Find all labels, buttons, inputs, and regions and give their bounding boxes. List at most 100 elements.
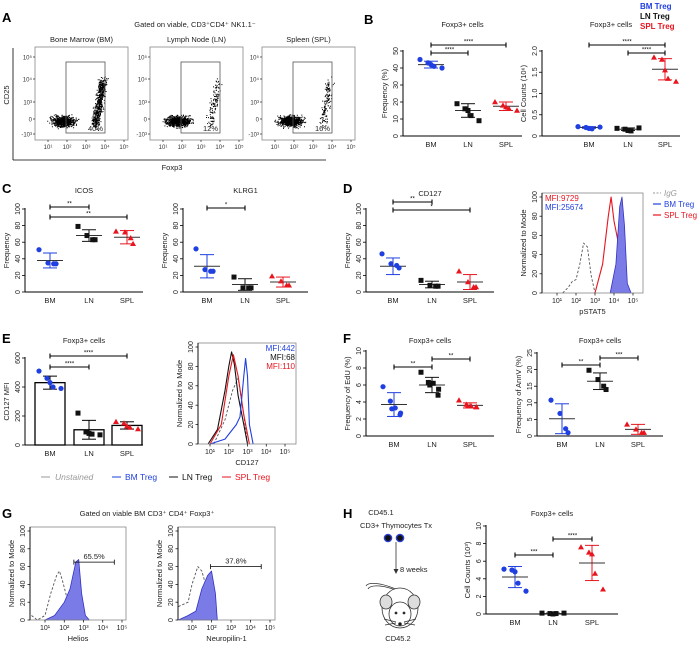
significance-label: * <box>430 205 433 211</box>
x-tick-label: 10⁴ <box>609 298 620 305</box>
y-tick-label: 10⁵ <box>250 55 260 62</box>
data-point-square <box>425 379 431 385</box>
y-tick-label: 10⁵ <box>23 55 33 62</box>
legend-d: IgG BM Treg SPL Treg <box>653 189 697 220</box>
panel-a-header: Gated on viable, CD3⁺CD4⁺ NK1.1⁻ <box>134 20 256 29</box>
mfi-label: MFI:110 <box>266 362 295 371</box>
data-point-square <box>476 118 482 124</box>
legend-e-bm: BM Treg <box>125 472 157 482</box>
legend-b: BM Treg LN Treg SPL Treg <box>640 2 675 31</box>
y-tick-label: 10 <box>356 347 363 355</box>
histogram-e2: 0 20 40 60 80 100 Normalized to Mode 10¹ 10² 10³ 1… <box>175 341 297 467</box>
data-point-square <box>231 274 237 280</box>
gate-rectangle <box>65 61 106 134</box>
y-tick-label: 25 <box>527 349 534 357</box>
x-tick-label: LN <box>623 140 633 149</box>
data-point-circle <box>36 368 42 374</box>
data-point-circle <box>523 588 529 594</box>
histogram-curve-spl-treg <box>209 354 250 445</box>
chart-f2: Foxp3+ cells Frequency of AnnV (%) 0 5 10 15 2… <box>514 336 663 449</box>
chart-title: Foxp3+ cells <box>63 336 106 345</box>
histogram-d2: 0 20 40 60 80 100 Normalized to Mode 10¹ 10² 10³ 1… <box>519 191 644 316</box>
data-point-square <box>625 127 631 133</box>
data-point-square <box>586 367 592 373</box>
legend-e-ln: LN Treg <box>182 472 213 482</box>
data-point-circle <box>388 261 394 267</box>
data-point-circle <box>380 384 386 390</box>
data-point-circle <box>501 566 507 572</box>
panel-a-ylabel: CD25 <box>2 85 11 104</box>
y-tick-label: 10 <box>393 115 400 123</box>
legend-e-unstained: Unstained <box>55 472 94 482</box>
chart-b2: Foxp3+ cells Cell Counts (10⁶) 0 0.5 1.0 1.5 2… <box>519 20 680 149</box>
x-axis-label: pSTAT5 <box>579 307 605 316</box>
chart-title: ICOS <box>75 186 93 195</box>
mfi-label: MFI:25674 <box>545 203 584 212</box>
data-point-circle <box>392 405 398 411</box>
mfi-label: MFI:442 <box>266 344 296 353</box>
y-tick-label: 40 <box>393 64 400 72</box>
x-axis-label: CD127 <box>235 458 258 467</box>
data-point-triangle <box>651 54 657 60</box>
cell-icon <box>383 533 393 543</box>
data-point-circle <box>563 426 569 432</box>
y-tick-label: 0 <box>15 290 22 294</box>
significance-label: *** <box>530 550 538 556</box>
data-point-square <box>436 386 442 392</box>
flow-plot-title: Bone Marrow (BM) <box>50 35 113 44</box>
data-point-square <box>539 610 545 616</box>
y-tick-label: 20 <box>168 598 175 606</box>
data-point-triangle <box>503 104 509 110</box>
data-point-triangle <box>120 420 127 426</box>
y-tick-label: 0 <box>29 118 33 124</box>
flow-plot-frame <box>261 46 356 141</box>
y-tick-label: 20 <box>20 598 27 606</box>
y-tick-label: 10³ <box>138 101 147 107</box>
y-tick-label: 80 <box>20 545 27 553</box>
x-tick-label: SPL <box>463 296 477 305</box>
flow-plot-a3: Spleen (SPL) 16% 10⁵ 10⁴ 10³ 0 -10³ 10¹ 10² 10³ 10… <box>248 35 356 151</box>
cell-icon <box>395 533 405 543</box>
gate-rectangle <box>292 61 333 134</box>
significance-label: *** <box>615 353 623 359</box>
data-point-square <box>75 410 81 416</box>
data-point-circle <box>58 385 64 392</box>
data-point-triangle <box>456 397 462 403</box>
chart-e1: Foxp3+ cells CD127 MFI 0 200 400 600 BM LN SPL **… <box>2 336 143 458</box>
data-point-circle <box>47 380 53 386</box>
y-tick-label: 0 <box>188 442 195 446</box>
data-point-square <box>550 611 556 617</box>
x-tick-label: LN <box>427 440 437 449</box>
data-point-square <box>601 383 607 389</box>
histogram-curve-isotype <box>178 566 211 621</box>
data-point-square <box>427 382 433 388</box>
y-tick-label: 20 <box>532 270 539 278</box>
x-tick-label: BM <box>425 140 436 149</box>
x-axis-label: Neuropilin-1 <box>206 634 246 643</box>
y-tick-label: 20 <box>173 271 180 279</box>
data-point-triangle <box>624 421 630 427</box>
data-point-triangle <box>456 268 462 274</box>
recipient-label: CD45.2 <box>385 634 410 643</box>
chart-title: KLRG1 <box>233 186 258 195</box>
panel-label-b: B <box>364 12 373 27</box>
data-point-triangle <box>600 586 606 592</box>
y-tick-label: 100 <box>168 525 175 537</box>
y-tick-label: 2 <box>476 594 483 598</box>
y-axis-label: Normalized to Mode <box>519 209 528 276</box>
data-point-triangle <box>124 423 130 429</box>
significance-label: ** <box>579 360 584 366</box>
y-tick-label: -10³ <box>136 133 147 139</box>
y-tick-label: 0 <box>20 618 27 622</box>
gate-percent-label: 40% <box>88 124 103 133</box>
y-axis-label: Normalized to Mode <box>7 540 16 607</box>
histogram-curve-bm-treg <box>209 358 254 445</box>
x-tick-label: 10³ <box>242 449 253 456</box>
data-point-square <box>595 377 601 383</box>
y-tick-label: 10 <box>527 399 534 407</box>
data-point-circle <box>210 268 216 274</box>
data-point-triangle <box>113 228 119 234</box>
data-point-circle <box>565 430 571 436</box>
